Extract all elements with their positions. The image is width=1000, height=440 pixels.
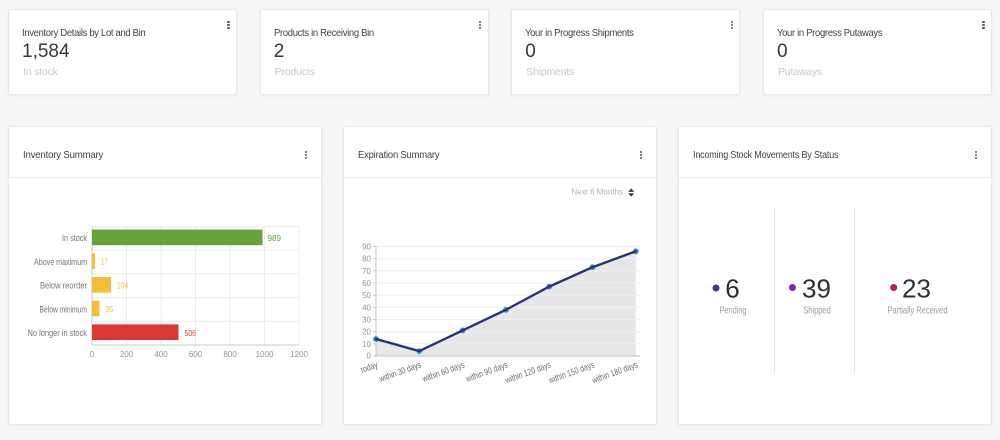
svg-text:within 30 days: within 30 days <box>377 359 423 384</box>
svg-text:today: today <box>359 359 379 375</box>
svg-text:6: 6 <box>725 273 739 303</box>
svg-text:989: 989 <box>268 233 282 243</box>
svg-text:In stock: In stock <box>62 233 87 243</box>
svg-text:17: 17 <box>101 257 108 267</box>
svg-text:Partially Received: Partially Received <box>888 306 948 317</box>
svg-text:506: 506 <box>185 328 197 338</box>
svg-text:800: 800 <box>223 350 237 359</box>
svg-text:90: 90 <box>362 243 371 252</box>
svg-text:within 90 days: within 90 days <box>464 359 510 384</box>
svg-text:200: 200 <box>120 350 134 359</box>
svg-text:within 60 days: within 60 days <box>420 359 466 384</box>
svg-text:Below reorder: Below reorder <box>40 281 87 291</box>
svg-text:23: 23 <box>902 273 931 303</box>
svg-text:20: 20 <box>362 328 371 337</box>
svg-text:Pending: Pending <box>720 306 747 317</box>
svg-text:Below minimum: Below minimum <box>40 304 88 314</box>
svg-text:10: 10 <box>362 340 371 349</box>
svg-text:600: 600 <box>189 350 203 359</box>
svg-text:1000: 1000 <box>256 350 274 359</box>
svg-text:40: 40 <box>362 303 371 312</box>
svg-text:Shipped: Shipped <box>803 306 831 317</box>
svg-text:30: 30 <box>362 316 371 325</box>
svg-text:Next 6 Months: Next 6 Months <box>571 188 623 197</box>
svg-text:50: 50 <box>362 291 371 300</box>
svg-text:within 150 days: within 150 days <box>546 359 596 385</box>
svg-text:70: 70 <box>362 267 371 276</box>
svg-text:within 180 days: within 180 days <box>590 359 640 385</box>
svg-text:within 120 days: within 120 days <box>503 359 553 385</box>
svg-text:80: 80 <box>362 255 371 264</box>
svg-text:No longer in stock: No longer in stock <box>28 328 88 338</box>
svg-text:0: 0 <box>367 352 372 361</box>
svg-text:1200: 1200 <box>290 350 308 359</box>
svg-text:60: 60 <box>362 279 371 288</box>
svg-text:104: 104 <box>117 280 128 290</box>
svg-text:35: 35 <box>106 304 114 314</box>
svg-text:39: 39 <box>802 273 831 303</box>
svg-text:0: 0 <box>90 350 95 359</box>
svg-text:400: 400 <box>154 350 168 359</box>
svg-text:Above maximum: Above maximum <box>34 257 87 267</box>
